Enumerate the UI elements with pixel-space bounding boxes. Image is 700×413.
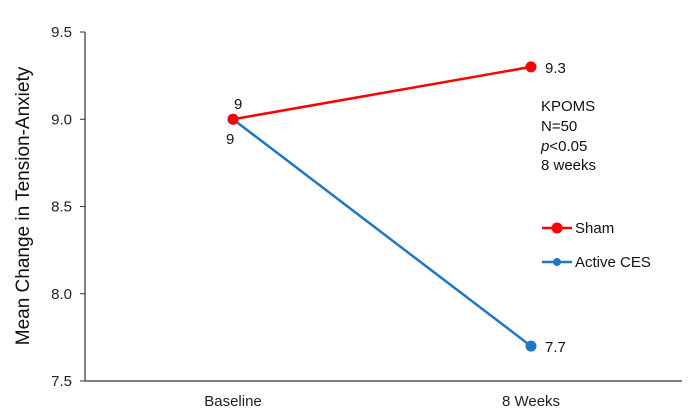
y-tick-label: 9.0 (51, 111, 72, 128)
data-label-sham: 9.3 (545, 60, 566, 77)
data-point-sham (525, 61, 537, 73)
x-tick-label: Baseline (204, 393, 262, 410)
data-point-sham (227, 113, 239, 125)
legend-label-active-ces: Active CES (575, 254, 651, 271)
data-point-active-ces (525, 340, 537, 352)
legend-label-sham: Sham (575, 220, 614, 237)
data-label-sham: 9 (234, 96, 242, 113)
annotation-box: KPOMS N=50 p<0.05 8 weeks (540, 98, 596, 174)
x-tick-labels: Baseline 8 Weeks (204, 393, 560, 410)
data-label-active-ces: 7.7 (545, 339, 566, 356)
y-axis-title: Mean Change in Tension-Anxiety (13, 66, 34, 345)
y-tick-labels: 7.5 8.0 8.5 9.0 9.5 (51, 24, 85, 390)
series-lines: 9 9.3 9 7.7 (226, 60, 566, 356)
data-label-active-ces: 9 (226, 131, 234, 148)
annotation-p-italic: p (540, 138, 549, 155)
legend-marker-active-ces (553, 258, 561, 266)
y-tick-label: 7.5 (51, 373, 72, 390)
y-tick-label: 9.5 (51, 24, 72, 41)
annotation-line-1: KPOMS (541, 98, 595, 115)
series-line-active-ces (232, 118, 532, 348)
annotation-p-value: <0.05 (549, 138, 587, 155)
legend: Sham Active CES (542, 220, 651, 271)
annotation-line-3: p<0.05 (540, 138, 587, 155)
x-tick-label: 8 Weeks (502, 393, 560, 410)
annotation-line-4: 8 weeks (541, 157, 596, 174)
y-tick-label: 8.5 (51, 199, 72, 216)
series-line-sham (232, 65, 532, 121)
y-tick-label: 8.0 (51, 286, 72, 303)
legend-marker-sham (551, 222, 563, 234)
annotation-line-2: N=50 (541, 118, 577, 135)
